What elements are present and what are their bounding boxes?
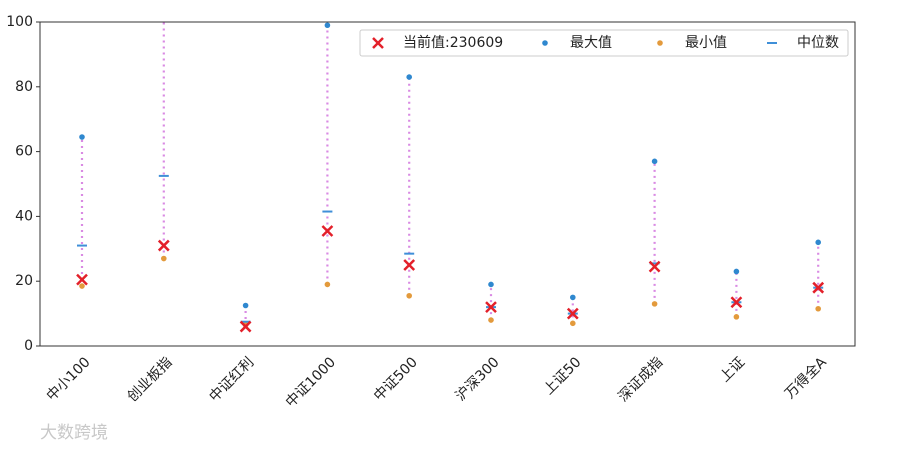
dot-marker <box>79 283 85 289</box>
x-stroke <box>812 281 825 294</box>
x-tick-label: 万得全A <box>781 353 830 402</box>
x-stroke <box>76 273 88 286</box>
x-tick-label: 中小100 <box>44 354 94 404</box>
y-tick-label: 40 <box>15 208 33 224</box>
x-stroke <box>321 225 334 237</box>
dot-marker <box>570 294 576 301</box>
legend-dot <box>542 40 548 46</box>
legend-box <box>359 29 849 57</box>
legend-label: 中位数 <box>797 35 839 51</box>
dot-marker <box>406 74 413 80</box>
dot-marker <box>242 302 249 309</box>
plot-frame <box>39 21 856 347</box>
watermark: 大数跨境 <box>40 423 108 443</box>
x-tick-label: 上证 <box>717 354 748 385</box>
x-stroke <box>239 320 252 333</box>
x-tick-label: 上证50 <box>541 354 585 398</box>
dot-marker <box>324 281 331 288</box>
y-tick-label: 20 <box>15 273 33 289</box>
x-tick-label: 深证成指 <box>615 354 666 405</box>
x-tick-label: 创业板指 <box>125 354 176 405</box>
x-stroke <box>566 307 579 320</box>
dot-marker <box>488 281 494 288</box>
dot-marker <box>815 239 821 246</box>
dot-marker <box>815 305 821 312</box>
y-tick-label: 100 <box>6 14 33 30</box>
current-marker <box>321 225 334 237</box>
current-marker <box>157 239 170 252</box>
dot-marker <box>324 22 331 29</box>
dot-marker <box>406 292 413 299</box>
dot-marker <box>733 314 740 320</box>
y-tick-label: 0 <box>24 338 33 354</box>
dot-marker <box>161 255 167 262</box>
y-tick-label: 60 <box>15 144 33 160</box>
legend-dot <box>657 40 663 46</box>
x-tick-label: 沪深300 <box>453 354 503 404</box>
dot-marker <box>651 158 658 165</box>
x-tick-label: 中证500 <box>371 354 421 404</box>
x-tick-label: 中证1000 <box>283 354 339 410</box>
x-stroke <box>372 37 384 49</box>
x-stroke <box>485 301 497 314</box>
current-marker <box>403 259 416 271</box>
current-marker <box>372 37 384 49</box>
dot-marker <box>488 317 494 323</box>
x-stroke <box>730 296 743 309</box>
dot-marker <box>79 134 85 140</box>
current-marker <box>76 273 88 286</box>
current-marker <box>566 307 579 320</box>
x-stroke <box>157 239 170 252</box>
x-tick-label: 中证红利 <box>206 354 257 405</box>
legend-label: 当前值:230609 <box>403 34 503 51</box>
current-marker <box>485 301 497 314</box>
y-tick-label: 80 <box>15 79 33 95</box>
current-marker <box>812 281 825 294</box>
legend-label: 最小值 <box>685 35 727 51</box>
x-stroke <box>403 259 416 271</box>
x-stroke <box>648 260 661 273</box>
dot-marker <box>651 301 658 307</box>
dot-marker <box>733 268 740 275</box>
plot-area <box>76 22 825 333</box>
current-marker <box>730 296 743 309</box>
legend-label: 最大值 <box>570 35 612 51</box>
dot-marker <box>570 320 576 327</box>
legend: 当前值:230609 最大值 最小值 中位数 <box>359 29 849 57</box>
current-marker <box>239 320 252 333</box>
current-marker <box>648 260 661 273</box>
